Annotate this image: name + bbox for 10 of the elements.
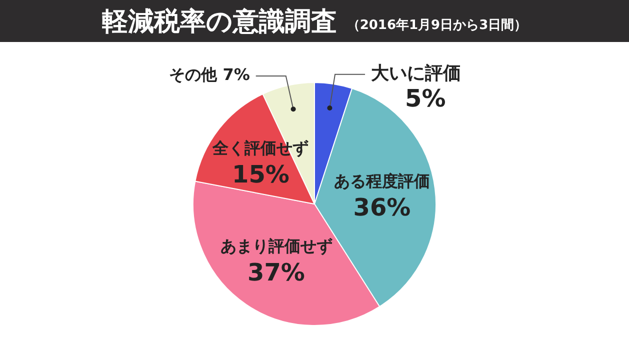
data-label: 5% (405, 84, 446, 113)
data-label: 15% (232, 160, 290, 189)
slice-label: 大いに評価 (370, 63, 462, 84)
slice-label: その他 7% (169, 65, 250, 84)
chart-subtitle: （2016年1月9日から3日間） (346, 17, 528, 34)
data-label: 37% (248, 258, 305, 287)
slice-label: ある程度評価 (334, 172, 430, 191)
slice-label: あまり評価せず (220, 236, 332, 256)
chart-title: 軽減税率の意識調査 (102, 6, 337, 38)
data-label: 36% (353, 194, 411, 222)
